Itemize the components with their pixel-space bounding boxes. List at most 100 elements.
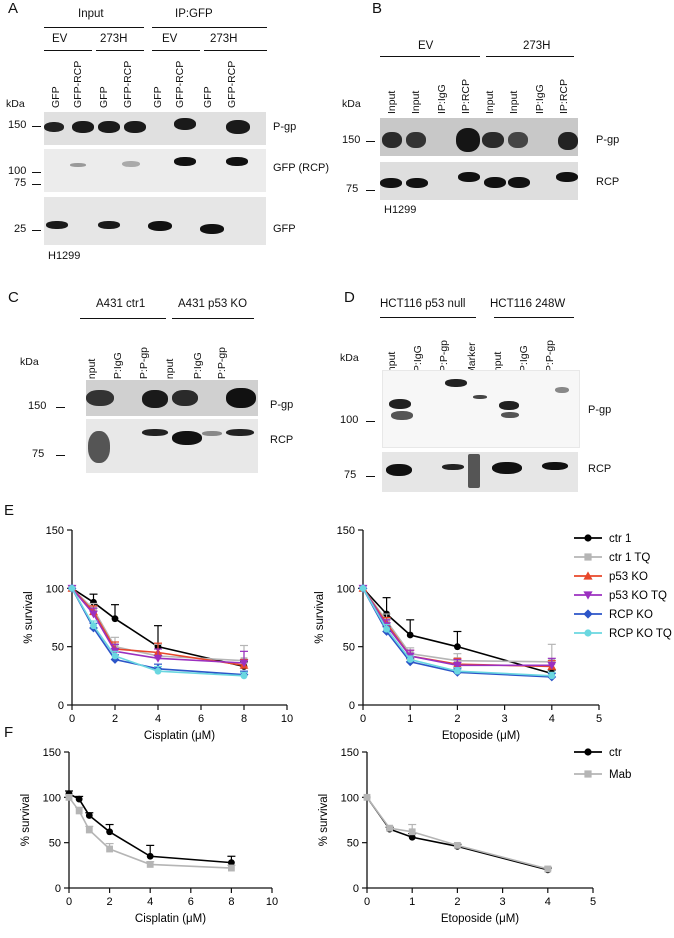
lane-label: Input [410, 90, 422, 114]
x-tick-label: 0 [360, 713, 366, 725]
data-point [110, 644, 120, 653]
band [482, 132, 504, 148]
band [406, 132, 426, 148]
band [226, 157, 248, 166]
data-point [406, 650, 414, 658]
marker-label: 150 [342, 134, 361, 146]
x-tick-label: 2 [107, 896, 113, 908]
lane-label: IP:IgG [436, 84, 448, 114]
y-axis-label: % survival [23, 591, 35, 643]
legend-label: p53 KO [609, 571, 648, 583]
y-tick-label: 50 [52, 642, 64, 654]
data-point [85, 826, 93, 834]
data-point [65, 790, 73, 798]
data-point [89, 607, 98, 616]
band [542, 462, 568, 470]
data-point [383, 617, 390, 625]
y-tick-label: 100 [46, 583, 64, 595]
marker-label: 75 [346, 183, 359, 195]
legend-label: p53 KO TQ [609, 590, 667, 602]
band [484, 177, 506, 188]
data-point [111, 652, 119, 660]
data-point [547, 672, 557, 682]
data-point [90, 605, 97, 613]
series-line [71, 587, 245, 676]
band [44, 122, 64, 132]
data-point [154, 643, 162, 651]
x-tick-label: 0 [66, 896, 72, 908]
data-point [358, 583, 368, 592]
band [456, 128, 480, 152]
data-point [110, 655, 120, 664]
data-point [146, 861, 154, 868]
legend-marker [584, 748, 592, 756]
blot-strip-rcp [86, 419, 258, 473]
x-axis-label: Etoposide (μM) [442, 730, 520, 742]
lane-label: GFP [98, 86, 110, 108]
band [391, 411, 413, 420]
x-tick-label: 4 [549, 713, 555, 725]
group-label: HCT116 248W [490, 298, 566, 310]
blot-label: P-gp [273, 121, 297, 133]
data-point [544, 865, 552, 873]
series-line [71, 587, 245, 668]
group-line [152, 27, 267, 28]
data-point [453, 667, 462, 677]
lane-label: GFP-RCP [226, 60, 238, 108]
band [172, 431, 202, 445]
data-point [383, 625, 390, 633]
data-point [383, 610, 390, 618]
data-point [363, 793, 371, 801]
band [86, 390, 114, 406]
x-tick-label: 3 [502, 713, 508, 725]
subgroup-label: EV [162, 33, 178, 45]
group-label: HCT116 p53 null [380, 298, 466, 310]
marker-tick [366, 141, 375, 142]
y-tick-label: 50 [343, 642, 355, 654]
series-line [68, 793, 232, 864]
legend-label: ctr [609, 747, 622, 759]
series-line [362, 587, 552, 668]
x-tick-label: 2 [454, 713, 460, 725]
data-point [453, 661, 462, 670]
marker-tick [32, 126, 41, 127]
data-point [111, 643, 119, 651]
x-axis-label: Etoposide (μM) [441, 913, 519, 925]
series-line [68, 796, 232, 869]
y-tick-label: 150 [43, 747, 61, 759]
band [142, 390, 168, 408]
band [468, 454, 480, 488]
x-tick-label: 2 [112, 713, 118, 725]
marker-label: 150 [28, 400, 47, 412]
band [142, 429, 168, 436]
group-line [172, 318, 254, 319]
subgroup-line [96, 50, 144, 51]
band [174, 157, 196, 166]
data-point [454, 667, 461, 675]
blot-label: P-gp [596, 134, 620, 146]
band [458, 172, 480, 182]
data-point [453, 659, 462, 668]
band [556, 172, 578, 182]
y-tick-label: 0 [55, 883, 61, 895]
series-line [362, 587, 553, 675]
band [555, 387, 569, 393]
subgroup-line [44, 50, 92, 51]
legend-marker [583, 571, 593, 580]
data-point [363, 793, 371, 801]
x-tick-label: 4 [147, 896, 153, 908]
group-label-input: Input [78, 8, 104, 20]
band [124, 121, 146, 133]
band [172, 390, 198, 406]
lane-label: IP:P-gp [138, 346, 150, 382]
data-point [382, 622, 391, 631]
marker-label: 75 [14, 177, 27, 189]
data-point [544, 866, 552, 874]
legend-label: ctr 1 [609, 533, 631, 545]
data-point [85, 812, 93, 819]
data-point [67, 584, 77, 593]
group-label: 273H [523, 40, 551, 52]
lane-label: GFP-RCP [174, 60, 186, 108]
series-line [71, 587, 245, 667]
data-point [239, 670, 249, 680]
